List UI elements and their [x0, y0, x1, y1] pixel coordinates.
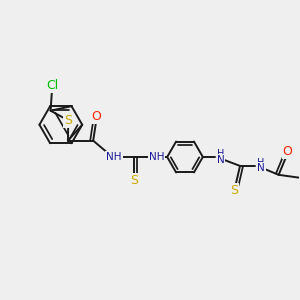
Text: NH: NH — [106, 152, 122, 162]
Text: O: O — [91, 110, 101, 123]
Text: H: H — [257, 158, 265, 168]
Text: O: O — [283, 145, 292, 158]
Text: NH: NH — [149, 152, 164, 162]
Text: H: H — [217, 149, 224, 159]
Text: S: S — [130, 174, 138, 187]
Text: Cl: Cl — [46, 79, 58, 92]
Text: S: S — [64, 114, 72, 127]
Text: N: N — [217, 155, 225, 165]
Text: N: N — [257, 163, 265, 173]
Text: S: S — [230, 184, 238, 197]
